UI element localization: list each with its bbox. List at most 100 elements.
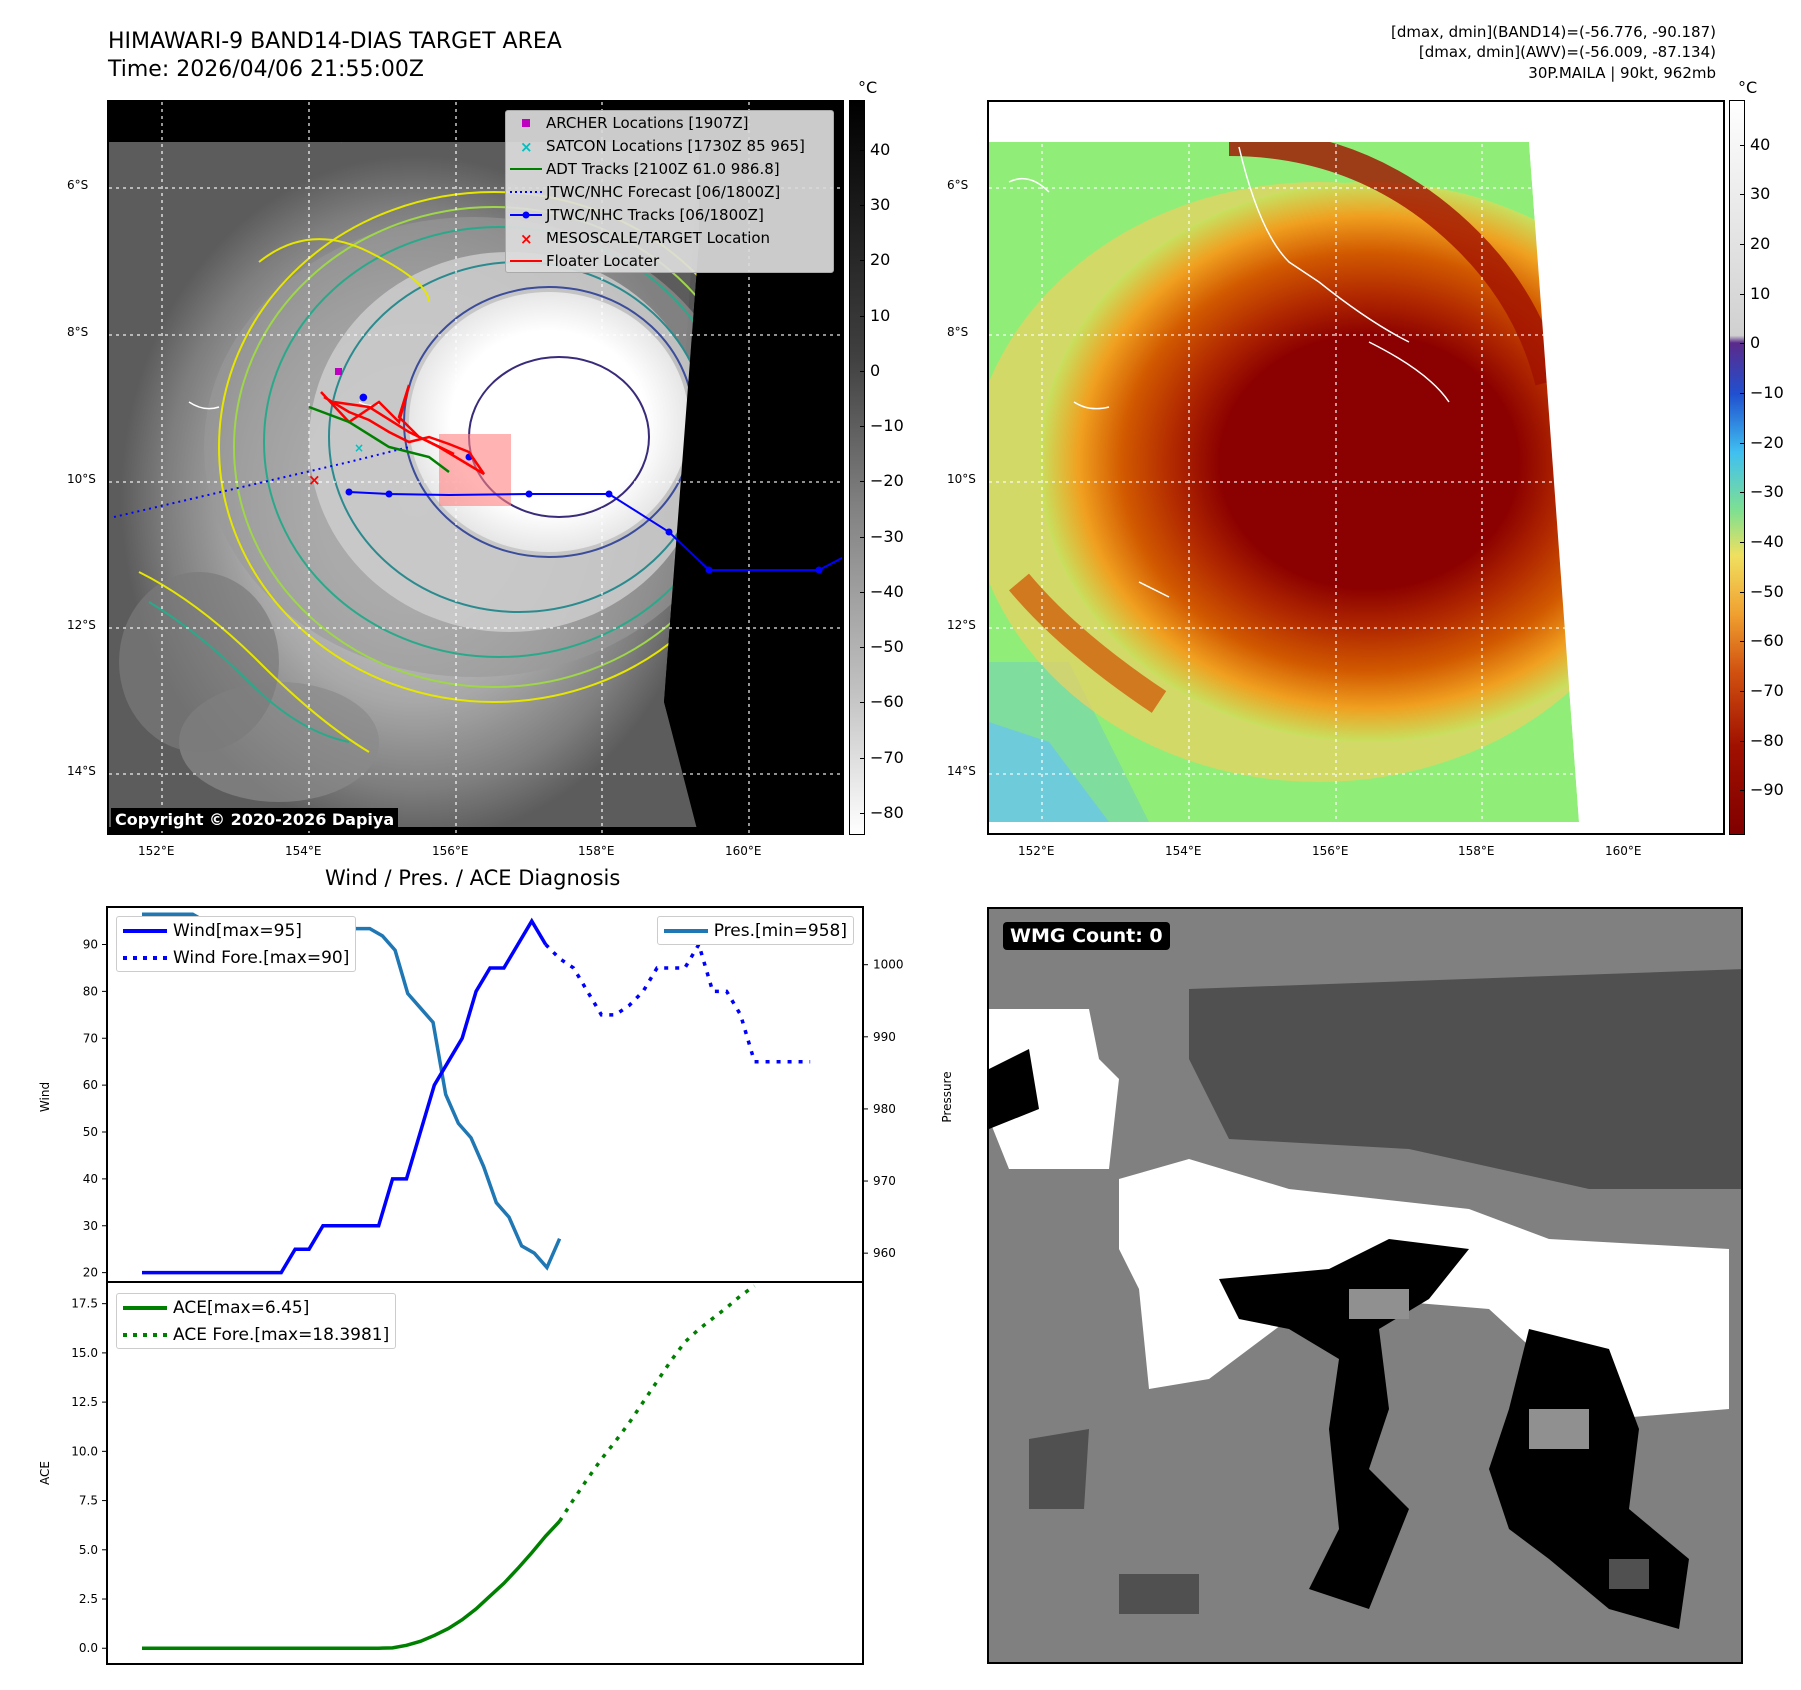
ace-ytick-label: 0.0 bbox=[79, 1641, 98, 1655]
svg-text:×: × bbox=[520, 230, 533, 246]
awv-map-panel bbox=[987, 100, 1725, 835]
chart-legend-swatch bbox=[123, 1332, 167, 1337]
chart-legend: ACE[max=6.45] ACE Fore.[max=18.3981] bbox=[116, 1293, 397, 1349]
chart-legend-label: Pres.[min=958] bbox=[713, 920, 847, 941]
pres-ytick-label: 1000 bbox=[873, 958, 904, 972]
pres-ytick-label: 990 bbox=[873, 1030, 896, 1044]
map-legend-entry: ADT Tracks [2100Z 61.0 986.8] bbox=[506, 157, 833, 180]
svg-text:×: × bbox=[520, 138, 533, 154]
info-band14: [dmax, dmin](BAND14)=(-56.776, -90.187) bbox=[1391, 23, 1716, 41]
colorbar-right bbox=[1729, 100, 1745, 835]
colorbar-tick: −10 bbox=[1750, 383, 1784, 402]
series-line bbox=[544, 940, 811, 1064]
colorbar-tick: −20 bbox=[870, 471, 904, 491]
colorbar-tick: 20 bbox=[1750, 234, 1771, 254]
colorbar-tick-mark bbox=[860, 757, 865, 759]
colorbar-tick-mark bbox=[1740, 740, 1745, 742]
map-legend-entry: JTWC/NHC Tracks [06/1800Z] bbox=[506, 203, 833, 226]
colorbar-tick: −50 bbox=[870, 637, 904, 657]
wind-ytick-label: 90 bbox=[83, 938, 98, 952]
colorbar-tick-mark bbox=[1740, 541, 1745, 543]
wmg-image bbox=[989, 909, 1741, 1662]
ace-ytick-label: 2.5 bbox=[79, 1592, 98, 1606]
info-storm: 30P.MAILA | 90kt, 962mb bbox=[1528, 64, 1716, 82]
colorbar-tick: 20 bbox=[870, 250, 891, 270]
colorbar-left bbox=[849, 100, 865, 835]
colorbar-tick: −10 bbox=[870, 416, 904, 436]
colorbar-tick: −60 bbox=[1750, 631, 1784, 651]
colorbar-tick-mark bbox=[860, 370, 865, 372]
ir-map-image: × × ● bbox=[109, 102, 842, 833]
colorbar-tick-mark bbox=[860, 481, 865, 483]
diagnosis-chart: 20 30 40 50 60 70 80 90 960 970 980 990 1000 0.0 2.5 5.… bbox=[38, 906, 954, 1665]
wind-ytick-label: 60 bbox=[83, 1078, 98, 1092]
pres-ytick-label: 970 bbox=[873, 1174, 896, 1188]
map-lon-label: 156°E bbox=[1312, 844, 1349, 858]
colorbar-right-unit: °C bbox=[1738, 78, 1758, 97]
map-legend-entry: × MESOSCALE/TARGET Location bbox=[506, 226, 833, 249]
colorbar-tick-mark bbox=[860, 812, 865, 814]
wmg-count-label: WMG Count: 0 bbox=[1003, 922, 1170, 950]
chart-legend-entry: ACE Fore.[max=18.3981] bbox=[117, 1321, 395, 1348]
series-line bbox=[142, 1520, 561, 1650]
map-legend-swatch: × bbox=[506, 138, 546, 156]
colorbar-tick: 40 bbox=[1750, 134, 1771, 154]
chart-legend-label: Wind Fore.[max=90] bbox=[173, 947, 350, 968]
colorbar-tick-mark bbox=[860, 702, 865, 704]
colorbar-tick: 0 bbox=[1750, 333, 1761, 353]
map-legend-swatch bbox=[506, 253, 546, 269]
chart-legend-label: ACE[max=6.45] bbox=[173, 1297, 310, 1318]
colorbar-tick: −20 bbox=[1750, 432, 1784, 452]
colorbar-tick: −70 bbox=[870, 747, 904, 767]
map-lat-label: 6°S bbox=[67, 178, 89, 192]
colorbar-tick-mark bbox=[860, 260, 865, 262]
map-lat-label: 12°S bbox=[67, 618, 96, 632]
chart-legend-swatch bbox=[663, 928, 708, 933]
map-legend-label: ARCHER Locations [1907Z] bbox=[546, 113, 749, 132]
map-legend-entry: × SATCON Locations [1730Z 85 965] bbox=[506, 134, 833, 157]
colorbar-tick-mark bbox=[1740, 591, 1745, 593]
colorbar-tick-mark bbox=[1740, 641, 1745, 643]
chart-legend-swatch bbox=[123, 955, 167, 960]
colorbar-tick: 10 bbox=[870, 305, 891, 325]
map-lat-label: 8°S bbox=[947, 325, 969, 339]
colorbar-tick-mark bbox=[860, 315, 865, 317]
series-line bbox=[558, 1284, 756, 1523]
map-legend-label: MESOSCALE/TARGET Location bbox=[546, 228, 771, 247]
map-lat-label: 14°S bbox=[67, 764, 96, 778]
colorbar-tick: −40 bbox=[870, 581, 904, 601]
colorbar-tick-mark bbox=[860, 149, 865, 151]
chart-legend-entry: Pres.[min=958] bbox=[658, 917, 853, 944]
map-legend-label: ADT Tracks [2100Z 61.0 986.8] bbox=[546, 159, 780, 178]
map-legend-label: SATCON Locations [1730Z 85 965] bbox=[546, 136, 805, 155]
map-legend-swatch bbox=[506, 161, 546, 177]
ace-ylabel: ACE bbox=[38, 1461, 52, 1485]
pres-ytick-label: 980 bbox=[873, 1102, 896, 1116]
chart-legend: Pres.[min=958] bbox=[656, 916, 854, 945]
colorbar-tick: −60 bbox=[870, 692, 904, 712]
pres-ytick-label: 960 bbox=[873, 1246, 896, 1260]
ace-ytick-label: 5.0 bbox=[79, 1543, 98, 1557]
colorbar-tick-mark bbox=[1740, 393, 1745, 394]
wmg-panel: WMG Count: 0 bbox=[987, 907, 1743, 1664]
ace-ytick-label: 7.5 bbox=[79, 1494, 98, 1508]
map-legend-entry: Floater Locater bbox=[506, 249, 833, 272]
map-lon-label: 158°E bbox=[578, 844, 615, 858]
colorbar-tick-mark bbox=[1740, 690, 1745, 692]
map-lat-label: 14°S bbox=[947, 764, 976, 778]
copyright-label: Copyright © 2020-2026 Dapiya bbox=[111, 808, 399, 831]
wind-ytick-label: 20 bbox=[83, 1266, 98, 1280]
chart-legend-entry: ACE[max=6.45] bbox=[117, 1294, 395, 1321]
pres-ylabel: Pressure bbox=[940, 1071, 954, 1122]
wind-ytick-label: 70 bbox=[83, 1031, 98, 1045]
colorbar-tick-mark bbox=[1740, 144, 1745, 146]
map-legend-label: Floater Locater bbox=[546, 251, 660, 270]
chart-legend: Wind[max=95] Wind Fore.[max=90] bbox=[116, 916, 357, 972]
colorbar-tick: −70 bbox=[1750, 680, 1784, 700]
figure-title: HIMAWARI-9 BAND14-DIAS TARGET AREA bbox=[108, 29, 562, 54]
colorbar-tick-mark bbox=[1740, 194, 1745, 196]
colorbar-tick-mark bbox=[860, 205, 865, 206]
colorbar-tick: 30 bbox=[870, 195, 891, 214]
info-awv: [dmax, dmin](AWV)=(-56.009, -87.134) bbox=[1418, 43, 1716, 61]
map-legend-swatch bbox=[506, 115, 546, 131]
